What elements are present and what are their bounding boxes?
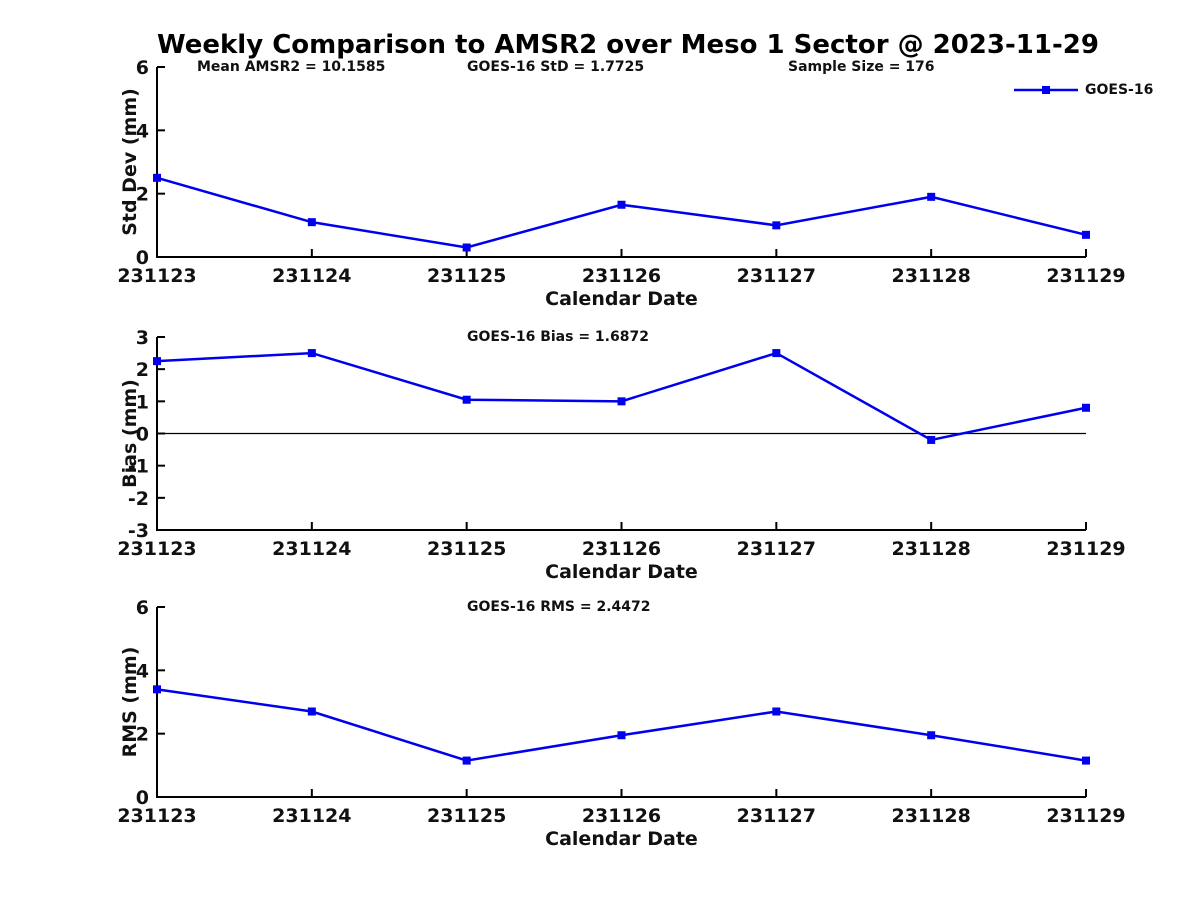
x-tick-label: 231129 — [1046, 538, 1125, 560]
y-tick-label: 0 — [136, 424, 149, 446]
x-tick-label: 231127 — [737, 265, 816, 287]
x-tick-label: 231124 — [272, 538, 351, 560]
y-tick-label: 4 — [136, 660, 149, 682]
x-tick-label: 231129 — [1046, 265, 1125, 287]
data-point-marker — [617, 397, 626, 406]
chart-bias: -3 -2 -1 0 1 2 3 231123 231124 231125 231126 231127… — [117, 327, 1125, 583]
data-line — [156, 351, 1087, 442]
chart-rms: 0 2 4 6 231123 231124 231125 231126 231127 231128… — [117, 597, 1125, 850]
data-point-marker — [927, 192, 936, 201]
x-tick-label: 231126 — [582, 805, 661, 827]
data-point-marker — [1082, 756, 1090, 765]
axes-spines — [156, 67, 1086, 258]
x-axis-label: Calendar Date — [545, 561, 698, 583]
y-tick-label: 1 — [136, 391, 149, 413]
y-tick-label: 0 — [136, 787, 149, 809]
data-point-marker — [617, 200, 626, 209]
y-tick-label: 3 — [136, 327, 149, 349]
x-axis-label: Calendar Date — [545, 288, 698, 310]
data-point-marker — [772, 221, 781, 230]
x-tick-label: 231128 — [892, 538, 971, 560]
data-point-marker — [307, 218, 316, 227]
legend-line-sample — [1014, 86, 1078, 94]
annotation-goes-std: GOES-16 StD = 1.7725 — [467, 59, 645, 75]
data-point-marker — [462, 756, 471, 765]
x-tick-label: 231129 — [1046, 805, 1125, 827]
data-line — [156, 688, 1087, 762]
y-tick-label: 6 — [136, 57, 149, 79]
x-tick-label: 231128 — [892, 265, 971, 287]
data-point-marker — [772, 707, 781, 716]
chart-std-dev: 0 2 4 6 231123 231124 231125 231126 231127 231128… — [117, 57, 1125, 310]
annotation-mean-amsr2: Mean AMSR2 = 10.1585 — [197, 59, 386, 75]
data-point-marker — [772, 349, 781, 358]
y-tick-label: 2 — [136, 359, 149, 381]
data-point-marker — [153, 685, 161, 694]
data-point-marker — [307, 707, 316, 716]
x-tick-label: 231128 — [892, 805, 971, 827]
data-point-marker — [1082, 403, 1090, 412]
data-line — [156, 176, 1087, 249]
x-tick-label: 231124 — [272, 805, 351, 827]
y-tick-label: 6 — [136, 597, 149, 619]
subtitle-bias: GOES-16 Bias = 1.6872 — [467, 329, 649, 345]
y-tick-label: -3 — [128, 520, 149, 542]
x-tick-label: 231125 — [427, 538, 506, 560]
y-tick-label: 2 — [136, 724, 149, 746]
y-tick-label: -1 — [128, 456, 149, 478]
legend-marker-icon — [1042, 86, 1050, 94]
figure-title: Weekly Comparison to AMSR2 over Meso 1 S… — [157, 30, 1099, 60]
x-tick-label: 231125 — [427, 805, 506, 827]
data-point-marker — [153, 173, 161, 182]
x-tick-label: 231124 — [272, 265, 351, 287]
x-tick-label: 231127 — [737, 805, 816, 827]
y-tick-label: 2 — [136, 184, 149, 206]
annotation-sample-size: Sample Size = 176 — [788, 59, 935, 75]
data-point-marker — [307, 349, 316, 358]
y-axis-label: Std Dev (mm) — [119, 88, 141, 236]
y-tick-label: -2 — [128, 488, 149, 510]
x-tick-label: 231123 — [117, 805, 196, 827]
x-tick-label: 231127 — [737, 538, 816, 560]
data-point-marker — [927, 435, 936, 444]
x-tick-label: 231125 — [427, 265, 506, 287]
y-axis-label: Bias (mm) — [119, 379, 141, 488]
data-point-marker — [153, 357, 161, 366]
x-tick-label: 231123 — [117, 265, 196, 287]
legend: GOES-16 — [1014, 82, 1153, 98]
subtitle-rms: GOES-16 RMS = 2.4472 — [467, 599, 651, 615]
x-tick-label: 231126 — [582, 265, 661, 287]
y-axis-label: RMS (mm) — [119, 647, 141, 758]
legend-label: GOES-16 — [1085, 82, 1154, 98]
data-point-marker — [1082, 230, 1090, 239]
x-tick-label: 231123 — [117, 538, 196, 560]
data-point-marker — [927, 731, 936, 740]
axes-spines — [156, 607, 1086, 798]
data-point-marker — [617, 731, 626, 740]
x-tick-label: 231126 — [582, 538, 661, 560]
y-tick-label: 4 — [136, 120, 149, 142]
y-tick-label: 0 — [136, 247, 149, 269]
data-point-marker — [462, 243, 471, 252]
data-point-marker — [462, 395, 471, 404]
x-axis-label: Calendar Date — [545, 828, 698, 850]
